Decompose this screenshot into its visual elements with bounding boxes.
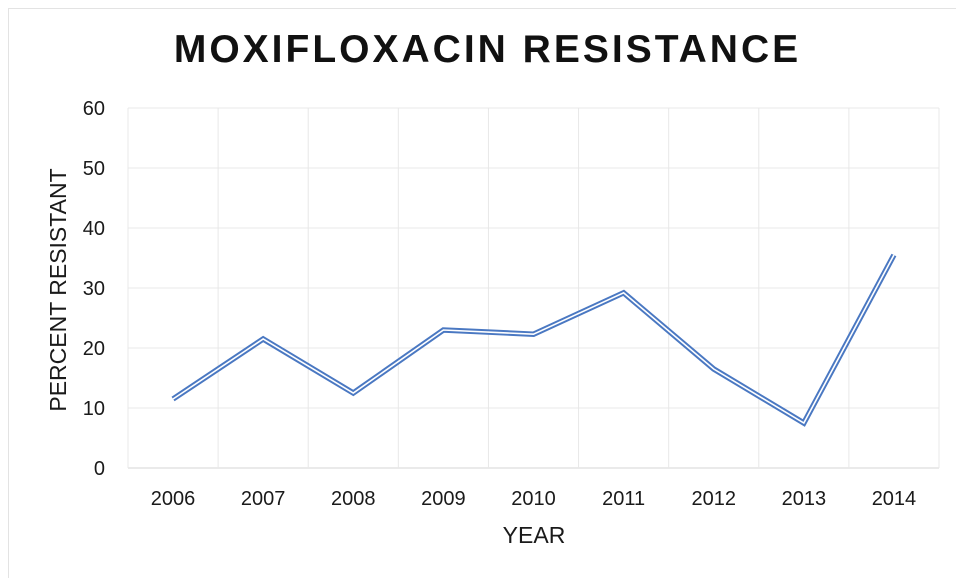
y-tick-label: 50 xyxy=(83,158,105,180)
y-tick-label: 30 xyxy=(83,278,105,300)
x-tick-label: 2009 xyxy=(421,488,466,510)
y-axis-label: PERCENT RESISTANT xyxy=(45,168,71,411)
y-tick-label: 20 xyxy=(83,338,105,360)
x-tick-label: 2006 xyxy=(151,488,196,510)
y-tick-label: 60 xyxy=(83,98,105,120)
series-group xyxy=(171,253,897,427)
chart-frame xyxy=(8,8,956,578)
x-tick-label: 2008 xyxy=(331,488,376,510)
x-tick-label: 2013 xyxy=(782,488,827,510)
x-axis-label: YEAR xyxy=(503,522,566,548)
y-tick-label: 40 xyxy=(83,218,105,240)
y-tick-label: 10 xyxy=(83,398,105,420)
x-tick-label: 2010 xyxy=(511,488,556,510)
x-tick-label: 2014 xyxy=(872,488,917,510)
x-tick-label: 2007 xyxy=(241,488,286,510)
y-tick-label: 0 xyxy=(94,458,105,480)
series-line xyxy=(171,253,897,427)
grid-lines xyxy=(127,107,940,469)
chart-title: MOXIFLOXACIN RESISTANCE xyxy=(173,28,802,71)
x-axis-ticks: 2006 2007 2008 2009 2010 2011 2012 2013 2014 xyxy=(151,488,916,510)
x-tick-label: 2012 xyxy=(691,488,736,510)
series-line-inner xyxy=(172,254,895,425)
y-axis-ticks: 0 10 20 30 40 50 60 xyxy=(83,98,105,480)
x-tick-label: 2011 xyxy=(602,488,645,510)
